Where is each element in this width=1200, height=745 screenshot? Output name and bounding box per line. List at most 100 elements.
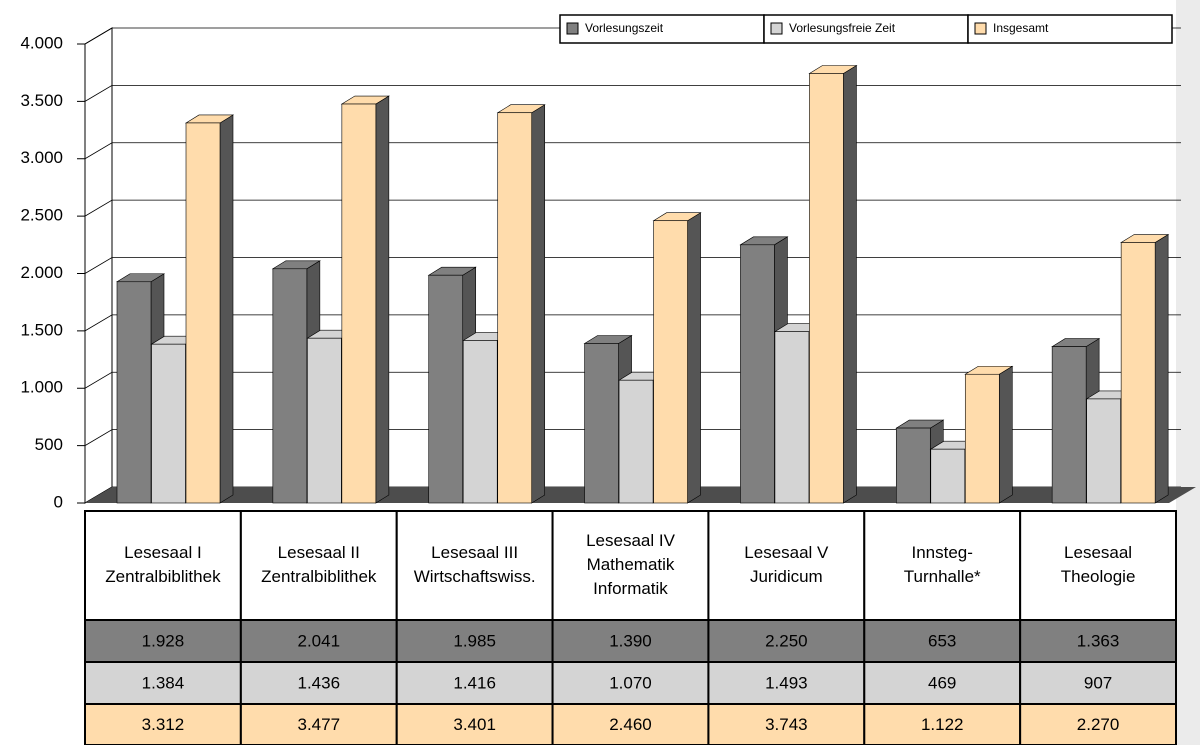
y-tick-label: 2.000 [20, 263, 63, 282]
bar [1120, 242, 1156, 504]
y-tick-label: 1.500 [20, 320, 63, 339]
table-cell [84, 661, 242, 705]
legend-label: Vorlesungszeit [585, 21, 664, 35]
category-cell [239, 510, 398, 621]
bar [774, 331, 810, 504]
data-label: 1.070 [609, 673, 652, 692]
data-label: 2.270 [1077, 715, 1120, 734]
category-label: Juridicum [750, 567, 823, 586]
category-label: Lesesaal I [124, 543, 202, 562]
category-cell [863, 510, 1022, 621]
bar [1086, 398, 1121, 504]
bar [185, 122, 221, 504]
legend-box [763, 14, 969, 44]
table-cell [84, 619, 242, 663]
data-label: 1.493 [765, 673, 808, 692]
data-label: 653 [928, 631, 956, 650]
y-tick-label: 4.000 [20, 33, 63, 52]
table-cell [863, 703, 1022, 745]
bar [895, 427, 931, 504]
data-label: 1.416 [453, 673, 496, 692]
category-label: Lesesaal IV [586, 531, 675, 550]
data-label: 2.041 [298, 631, 341, 650]
category-label: Wirtschaftswiss. [414, 567, 536, 586]
category-label: Mathematik [587, 555, 675, 574]
table-cell [863, 661, 1022, 705]
table-cell [239, 661, 398, 705]
table-cell [84, 703, 242, 745]
category-label: Innsteg- [911, 543, 972, 562]
data-label: 907 [1084, 673, 1112, 692]
data-label: 469 [928, 673, 956, 692]
legend-label: Vorlesungsfreie Zeit [789, 21, 896, 35]
table-cell [707, 661, 866, 705]
bar [740, 244, 775, 504]
bar [584, 343, 619, 504]
category-label: Theologie [1061, 567, 1136, 586]
category-cell [395, 510, 554, 621]
category-label: Lesesaal II [278, 543, 360, 562]
table-cell [1019, 661, 1178, 705]
bar [428, 274, 464, 504]
data-label: 1.436 [298, 673, 341, 692]
bar [964, 373, 1000, 504]
y-tick-label: 0 [54, 492, 63, 511]
bar-side [1154, 233, 1169, 504]
bar-side [998, 365, 1013, 504]
bar [653, 220, 688, 504]
table-cell [707, 619, 866, 663]
data-label: 2.460 [609, 715, 652, 734]
bar [497, 112, 533, 504]
bar [341, 103, 377, 504]
legend-swatch [566, 22, 579, 35]
category-label: Lesesaal V [744, 543, 829, 562]
y-tick-label: 2.500 [20, 206, 63, 225]
bar-side [219, 114, 234, 504]
table-cell [1019, 703, 1178, 745]
data-label: 1.363 [1077, 631, 1120, 650]
category-label: Zentralbiblithek [261, 567, 377, 586]
grid-line [84, 142, 1181, 160]
grid-line [84, 84, 1181, 102]
y-tick-label: 3.500 [20, 91, 63, 110]
data-label: 1.928 [142, 631, 185, 650]
bar [151, 343, 186, 504]
legend-label: Insgesamt [993, 21, 1049, 35]
data-label: 1.384 [142, 673, 185, 692]
table-cell [1019, 619, 1178, 663]
bar [462, 340, 498, 504]
y-tick-label: 3.000 [20, 148, 63, 167]
legend-box [967, 14, 1173, 44]
category-label: Turnhalle* [904, 567, 981, 586]
category-cell [84, 510, 242, 621]
bar-side [531, 104, 546, 504]
bar [307, 337, 342, 504]
bar-side [843, 64, 857, 504]
bar [809, 73, 844, 504]
bar [930, 448, 966, 504]
grid-line [84, 314, 1181, 332]
data-label: 1.985 [453, 631, 496, 650]
grid-line [84, 257, 1181, 274]
bar [116, 281, 152, 504]
data-label: 3.743 [765, 715, 808, 734]
category-cell [1019, 510, 1178, 621]
grid-line [84, 199, 1181, 217]
data-label: 3.312 [142, 715, 185, 734]
bar [618, 379, 654, 504]
data-label: 2.250 [765, 631, 808, 650]
y-tick-label: 500 [35, 435, 63, 454]
data-label: 3.401 [453, 715, 496, 734]
data-label: 3.477 [298, 715, 341, 734]
category-label: Lesesaal III [431, 543, 518, 562]
category-label: Lesesaal [1064, 543, 1132, 562]
legend-swatch [974, 22, 987, 35]
bar [272, 268, 308, 504]
bar-side [687, 212, 701, 504]
table-cell [239, 619, 398, 663]
category-label: Zentralbiblithek [105, 567, 221, 586]
y-tick-label: 1.000 [20, 378, 63, 397]
legend-swatch [770, 22, 783, 35]
bar-side [375, 95, 390, 504]
